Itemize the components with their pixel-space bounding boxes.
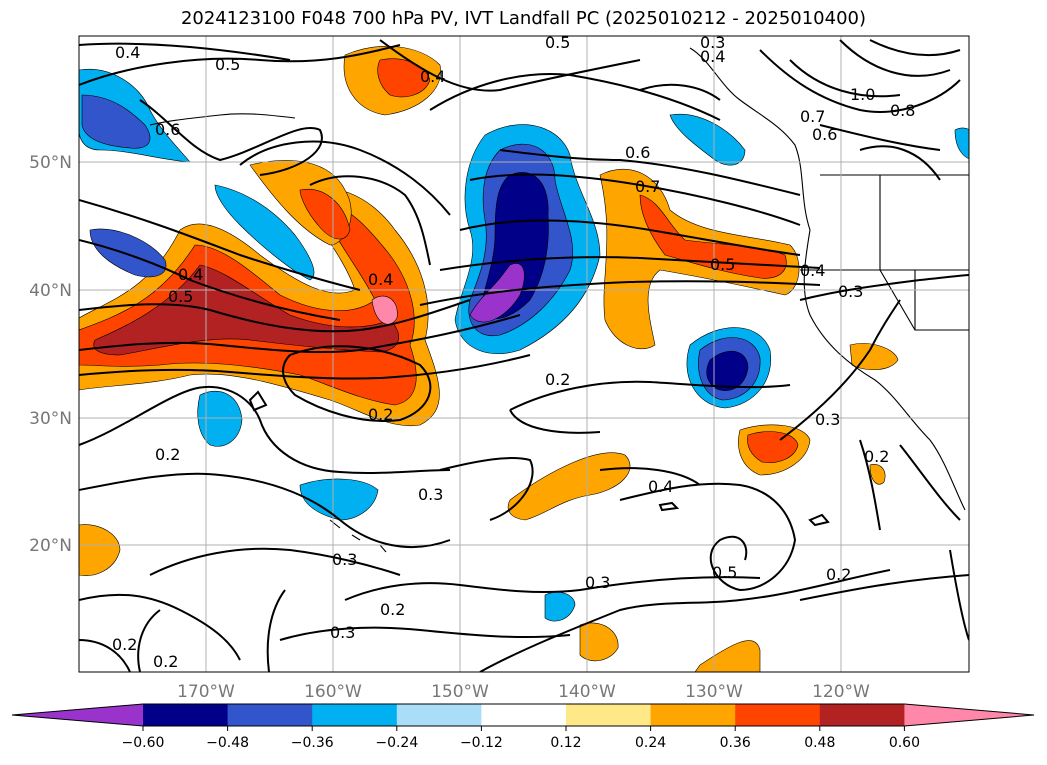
- colorbar-tick-label: −0.36: [291, 735, 334, 751]
- colorbar-bin: [819, 704, 905, 726]
- colorbar-tick-label: 0.48: [804, 735, 835, 751]
- colorbar-tick-label: −0.60: [122, 735, 165, 751]
- colorbar-tick-label: 0.24: [635, 735, 666, 751]
- contour-label: 0.3: [418, 485, 443, 504]
- map-area: 0.4 0.5 0.6 0.4 0.5 0.3 0.4 1.0 0.8 0.7 …: [79, 33, 969, 672]
- colorbar-extend-low: [12, 704, 143, 726]
- map-frame: [78, 35, 970, 673]
- contour-label: 0.4: [178, 265, 203, 284]
- lon-label: 150°W: [431, 682, 489, 702]
- contour-label: 0.2: [380, 600, 405, 619]
- contour-label: 0.6: [155, 120, 180, 139]
- contour-label: 0.3: [700, 33, 725, 52]
- contour-label: 0.2: [545, 370, 570, 389]
- colorbar: [11, 703, 1035, 727]
- colorbar-tick-label: 0.60: [889, 735, 920, 751]
- colorbar-extend-high: [904, 704, 1034, 726]
- colorbar-bin: [650, 704, 736, 726]
- contour-label: 0.4: [368, 270, 393, 289]
- ivt-contour-layer: [79, 39, 969, 672]
- pv-fill-layer: [79, 46, 969, 672]
- colorbar-tick-label: −0.12: [460, 735, 503, 751]
- colorbar-bin: [312, 704, 398, 726]
- contour-label: 0.7: [800, 107, 825, 126]
- chart-title: 2024123100 F048 700 hPa PV, IVT Landfall…: [180, 8, 867, 29]
- gridlines: [79, 36, 969, 672]
- lon-label: 120°W: [812, 682, 870, 702]
- colorbar-bin: [735, 704, 821, 726]
- contour-label: 0.2: [155, 445, 180, 464]
- lon-label: 160°W: [304, 682, 362, 702]
- contour-label: 0.4: [700, 47, 725, 66]
- contour-label: 0.3: [585, 573, 610, 592]
- contour-label: 0.8: [890, 101, 915, 120]
- colorbar-labels: −0.60 −0.48 −0.36 −0.24 −0.12 0.12 0.24 0.36 0.4…: [122, 726, 920, 751]
- contour-label: 0.2: [112, 635, 137, 654]
- colorbar-bin: [143, 704, 229, 726]
- colorbar-tick-label: 0.36: [720, 735, 751, 751]
- contour-label: 0.4: [115, 43, 140, 62]
- contour-labels: 0.4 0.5 0.6 0.4 0.5 0.3 0.4 1.0 0.8 0.7 …: [112, 33, 915, 671]
- contour-label: 0.4: [648, 477, 673, 496]
- contour-label: 0.4: [420, 67, 445, 86]
- lon-labels: 170°W 160°W 150°W 140°W 130°W 120°W: [177, 682, 870, 702]
- lon-label: 130°W: [685, 682, 743, 702]
- contour-label: 0.5: [712, 563, 737, 582]
- contour-label: 0.5: [215, 55, 240, 74]
- contour-label: 0.4: [800, 261, 825, 280]
- contour-label: 0.3: [815, 410, 840, 429]
- colorbar-tick-label: −0.48: [206, 735, 249, 751]
- contour-label: 0.2: [826, 565, 851, 584]
- lat-labels: 50°N 40°N 30°N 20°N: [29, 153, 72, 556]
- lat-label: 20°N: [29, 536, 72, 556]
- colorbar-tick-label: 0.12: [550, 735, 581, 751]
- contour-label: 0.6: [625, 143, 650, 162]
- colorbar-bin: [227, 704, 313, 726]
- lon-label: 170°W: [177, 682, 235, 702]
- contour-label: 0.7: [635, 177, 660, 196]
- contour-label: 0.5: [168, 287, 193, 306]
- colorbar-bin: [566, 704, 652, 726]
- lon-label: 140°W: [558, 682, 616, 702]
- contour-label: 0.2: [368, 405, 393, 424]
- colorbar-bin: [396, 704, 482, 726]
- colorbar-bin: [481, 704, 567, 726]
- contour-label: 1.0: [850, 85, 875, 104]
- contour-label: 0.6: [812, 125, 837, 144]
- contour-label: 0.5: [545, 33, 570, 52]
- contour-label: 0.5: [710, 255, 735, 274]
- colorbar-tick-label: −0.24: [375, 735, 418, 751]
- lat-label: 40°N: [29, 281, 72, 301]
- contour-label: 0.3: [838, 282, 863, 301]
- contour-label: 0.3: [330, 623, 355, 642]
- lat-label: 50°N: [29, 153, 72, 173]
- contour-label: 0.3: [332, 550, 357, 569]
- lat-label: 30°N: [29, 409, 72, 429]
- coastline-layer: [149, 47, 969, 553]
- contour-label: 0.2: [864, 447, 889, 466]
- contour-label: 0.2: [153, 652, 178, 671]
